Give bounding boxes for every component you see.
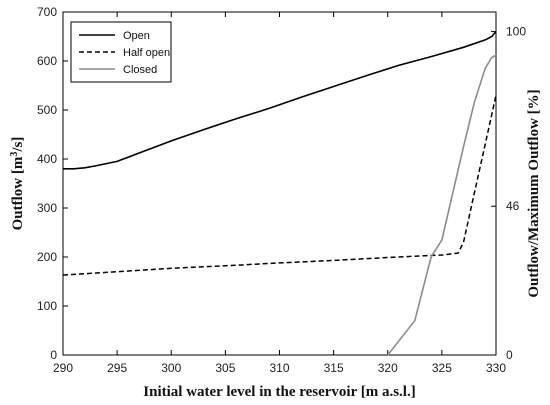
x-tick-label: 295	[107, 361, 127, 375]
legend: Open Half open Closed	[70, 21, 172, 83]
y-axis-ticks: 0 100 200 300 400 500 600 700	[37, 5, 68, 362]
x-tick-label: 310	[269, 361, 289, 375]
series-line-open	[63, 31, 497, 170]
right-y-axis-title: Outflow/Maximum Outflow [%]	[526, 89, 542, 297]
x-tick-label: 290	[53, 361, 73, 375]
right-y-axis-ticks: 100 46 0	[491, 25, 526, 362]
y-axis-title: Outflow [m3/s]	[9, 137, 27, 231]
y-tick-label: 600	[37, 54, 57, 68]
x-axis-title: Initial water level in the reservoir [m …	[143, 384, 415, 400]
legend-label: Half open	[123, 47, 170, 59]
x-tick-label: 330	[486, 361, 506, 375]
y-tick-label: 0	[50, 348, 57, 362]
right-y-tick-label: 0	[506, 348, 513, 362]
y-tick-label: 300	[37, 201, 57, 215]
y-tick-label: 200	[37, 250, 57, 264]
plot-area: 290 295 300 305 310 315 320 325 330 0 100 200 300 40…	[37, 5, 526, 375]
series-lines	[62, 31, 497, 356]
x-tick-label: 300	[161, 361, 181, 375]
x-tick-label: 315	[324, 361, 344, 375]
series-line-closed	[387, 54, 497, 356]
y-tick-label: 400	[37, 152, 57, 166]
right-y-tick-label: 100	[506, 25, 526, 39]
x-tick-label: 325	[432, 361, 452, 375]
x-tick-label: 320	[378, 361, 398, 375]
legend-label: Open	[123, 30, 150, 42]
y-tick-label: 100	[37, 299, 57, 313]
y-tick-label: 700	[37, 5, 57, 19]
x-axis-ticks: 290 295 300 305 310 315 320 325 330	[53, 12, 506, 375]
legend-label: Closed	[123, 64, 157, 76]
x-tick-label: 305	[215, 361, 235, 375]
y-tick-label: 500	[37, 103, 57, 117]
right-y-tick-label: 46	[506, 199, 520, 213]
series-line-half-open	[62, 95, 497, 276]
